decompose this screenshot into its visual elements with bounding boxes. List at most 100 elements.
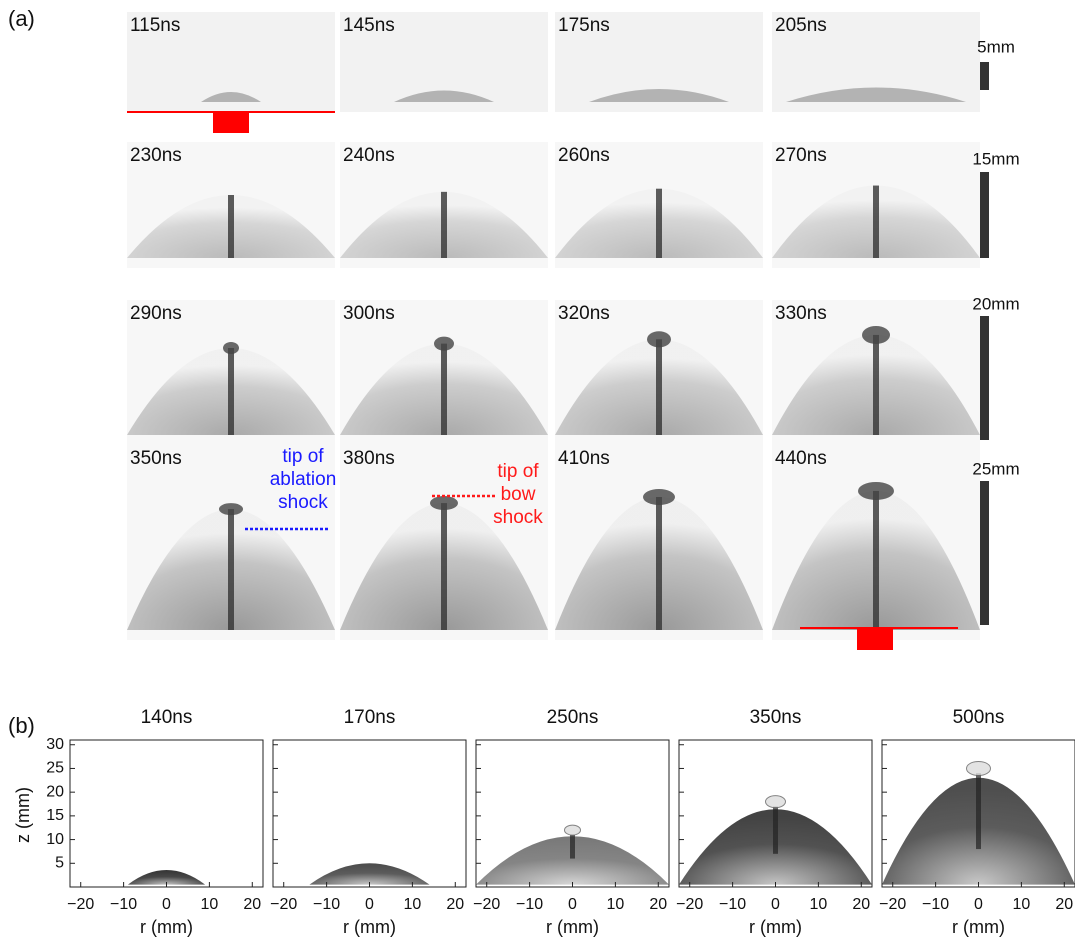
jet-tip	[430, 496, 458, 510]
x-tick-label: 20	[852, 896, 870, 913]
x-tick-label: 0	[365, 896, 374, 913]
x-axis-label: r (mm)	[343, 917, 396, 937]
jet	[873, 491, 879, 630]
annotation: tip of	[497, 461, 539, 482]
sim-jet	[570, 835, 575, 859]
scale-bar	[980, 62, 989, 90]
jet	[873, 186, 879, 258]
panel-label: (b)	[8, 713, 35, 738]
jet-tip	[434, 337, 454, 351]
x-tick-label: 0	[771, 896, 780, 913]
time-label: 230ns	[130, 145, 182, 166]
sim-jet-tip	[766, 796, 786, 808]
time-label: 350ns	[130, 448, 182, 469]
x-tick-label: −10	[313, 896, 340, 913]
scale-label: 15mm	[972, 149, 1019, 168]
jet	[873, 335, 879, 435]
target	[857, 628, 893, 650]
annotation: shock	[278, 492, 328, 513]
x-tick-label: −20	[879, 896, 906, 913]
jet	[441, 344, 447, 435]
jet	[656, 497, 662, 630]
x-tick-label: 10	[403, 896, 421, 913]
x-tick-label: 20	[1055, 896, 1073, 913]
jet-tip	[223, 342, 239, 354]
scale-bar	[980, 316, 989, 440]
time-label: 145ns	[343, 15, 395, 36]
time-label: 320ns	[558, 303, 610, 324]
frame-title: 500ns	[953, 707, 1005, 728]
time-label: 440ns	[775, 448, 827, 469]
x-tick-label: 0	[162, 896, 171, 913]
scale-bar	[980, 172, 989, 258]
time-label: 115ns	[130, 15, 180, 36]
scale-label: 5mm	[977, 37, 1015, 56]
sim-frame	[70, 740, 263, 887]
frame-title: 250ns	[547, 707, 599, 728]
scale-label: 25mm	[972, 459, 1019, 478]
jet	[656, 339, 662, 435]
time-label: 260ns	[558, 145, 610, 166]
annotation: bow	[501, 484, 536, 505]
sim-jet	[976, 773, 981, 849]
jet	[228, 509, 234, 630]
x-tick-label: −20	[676, 896, 703, 913]
x-tick-label: 10	[809, 896, 827, 913]
x-tick-label: 20	[243, 896, 261, 913]
x-axis-label: r (mm)	[140, 917, 193, 937]
x-axis-label: r (mm)	[749, 917, 802, 937]
time-label: 240ns	[343, 145, 395, 166]
time-label: 205ns	[775, 15, 827, 36]
jet	[441, 503, 447, 630]
y-tick-label: 30	[46, 736, 64, 753]
sim-jet	[773, 806, 778, 853]
x-tick-label: −20	[270, 896, 297, 913]
x-tick-label: 10	[1012, 896, 1030, 913]
y-tick-label: 10	[46, 831, 64, 848]
jet	[441, 192, 447, 258]
jet-tip	[862, 326, 890, 344]
x-tick-label: 0	[974, 896, 983, 913]
time-label: 175ns	[558, 15, 610, 36]
jet-tip	[858, 482, 894, 500]
annotation: shock	[493, 507, 543, 528]
x-tick-label: −20	[473, 896, 500, 913]
x-tick-label: −10	[922, 896, 949, 913]
scale-bar	[980, 481, 989, 625]
annotation: tip of	[282, 446, 324, 467]
frame-title: 140ns	[141, 707, 193, 728]
y-tick-label: 25	[46, 760, 64, 777]
x-tick-label: −10	[110, 896, 137, 913]
time-label: 380ns	[343, 448, 395, 469]
y-tick-label: 5	[55, 855, 64, 872]
y-tick-label: 15	[46, 807, 64, 824]
x-axis-label: r (mm)	[546, 917, 599, 937]
y-axis-label: z (mm)	[13, 787, 33, 843]
time-label: 330ns	[775, 303, 827, 324]
x-tick-label: −20	[67, 896, 94, 913]
figure: (a) (b) z (mm) 115ns 145ns 175ns 205ns 5mm 23…	[0, 0, 1075, 940]
x-tick-label: 10	[200, 896, 218, 913]
jet	[656, 189, 662, 258]
time-label: 290ns	[130, 303, 182, 324]
scale-label: 20mm	[972, 294, 1019, 313]
jet-tip	[643, 489, 675, 505]
time-label: 300ns	[343, 303, 395, 324]
x-tick-label: 0	[568, 896, 577, 913]
y-tick-label: 20	[46, 783, 64, 800]
annotation: ablation	[270, 469, 337, 490]
x-tick-label: −10	[719, 896, 746, 913]
sim-jet-tip	[565, 825, 581, 835]
panel-label: (a)	[8, 6, 35, 31]
x-tick-label: −10	[516, 896, 543, 913]
jet	[228, 348, 234, 435]
x-tick-label: 20	[446, 896, 464, 913]
jet-tip	[647, 331, 671, 347]
x-tick-label: 20	[649, 896, 667, 913]
jet	[228, 195, 234, 258]
x-axis-label: r (mm)	[952, 917, 1005, 937]
time-label: 270ns	[775, 145, 827, 166]
target	[213, 112, 249, 133]
frame-title: 350ns	[750, 707, 802, 728]
time-label: 410ns	[558, 448, 610, 469]
